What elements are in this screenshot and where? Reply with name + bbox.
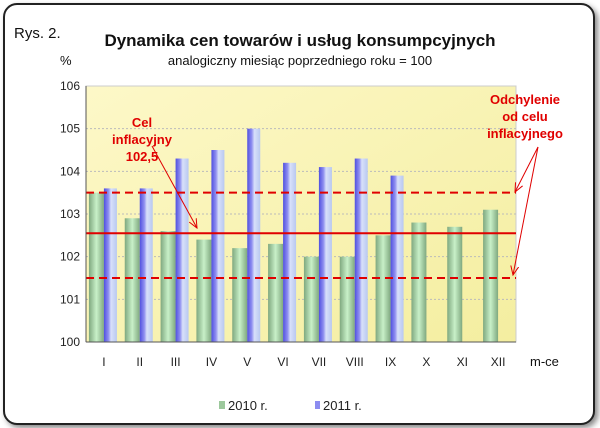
bar-2010 — [88, 192, 104, 342]
y-tick-label: 100 — [60, 335, 80, 349]
bar-2010 — [160, 231, 176, 342]
bar-2010 — [303, 256, 319, 342]
target-label-line: inflacyjny — [112, 132, 173, 147]
bar-2011 — [390, 175, 404, 342]
x-tick-label: IX — [385, 355, 396, 369]
legend-label-2010: 2010 r. — [228, 398, 268, 413]
bar-2010 — [447, 226, 463, 342]
bar-2010 — [483, 209, 499, 342]
legend-swatch-2010 — [219, 401, 225, 409]
x-tick-label: III — [171, 355, 181, 369]
deviation-arrow-lower — [513, 146, 539, 275]
bar-2011 — [211, 150, 225, 342]
legend-swatch-2011 — [315, 401, 320, 409]
bar-2011 — [318, 167, 332, 342]
target-arrow — [151, 145, 197, 228]
bar-2010 — [339, 256, 355, 342]
x-axis-label: m-ce — [530, 354, 559, 369]
x-tick-label: II — [136, 355, 143, 369]
bar-2010 — [232, 248, 248, 342]
bar-2011 — [247, 128, 261, 342]
bar-2011 — [283, 162, 297, 342]
x-tick-label: XI — [457, 355, 468, 369]
x-tick-label: X — [422, 355, 430, 369]
y-tick-label: 104 — [60, 164, 80, 178]
bar-2011 — [139, 188, 153, 342]
deviation-annotation: Odchylenie od celu inflacyjnego — [487, 92, 563, 141]
y-tick-label: 102 — [60, 250, 80, 264]
x-tick-label: I — [102, 355, 105, 369]
x-tick-label: IV — [206, 355, 217, 369]
x-tick-label: VII — [312, 355, 327, 369]
figure-label: Rys. 2. — [14, 25, 61, 42]
y-tick-label: 101 — [60, 292, 80, 306]
bar-2011 — [103, 188, 117, 342]
bar-2010 — [411, 222, 427, 342]
bar-2010 — [268, 243, 284, 342]
x-tick-label: V — [243, 355, 251, 369]
bar-2010 — [124, 218, 140, 342]
x-tick-label: VI — [277, 355, 288, 369]
deviation-label-line: inflacyjnego — [487, 126, 563, 141]
deviation-label-line: Odchylenie — [490, 92, 560, 107]
plot-area — [85, 85, 517, 343]
deviation-label-line: od celu — [502, 109, 548, 124]
legend: 2010 r. 2011 r. — [219, 398, 362, 413]
target-label-line: Cel — [132, 115, 152, 130]
bar-2010 — [196, 239, 212, 342]
chart-subtitle: analogiczny miesiąc poprzedniego roku = … — [168, 53, 432, 68]
y-axis-label: % — [60, 53, 72, 68]
y-tick-label: 106 — [60, 79, 80, 93]
target-annotation: Cel inflacyjny 102,5 — [112, 115, 173, 164]
target-label-line: 102,5 — [126, 149, 159, 164]
deviation-arrow-upper — [515, 146, 539, 192]
bar-2011 — [354, 158, 368, 342]
chart-title: Dynamika cen towarów i usług konsumpcyjn… — [104, 31, 495, 50]
legend-label-2011: 2011 r. — [323, 398, 362, 413]
y-tick-label: 105 — [60, 122, 80, 136]
y-tick-label: 103 — [60, 207, 80, 221]
x-tick-label: VIII — [346, 355, 364, 369]
bar-2011 — [175, 158, 189, 342]
x-tick-label: XII — [491, 355, 506, 369]
bar-2010 — [375, 235, 391, 342]
